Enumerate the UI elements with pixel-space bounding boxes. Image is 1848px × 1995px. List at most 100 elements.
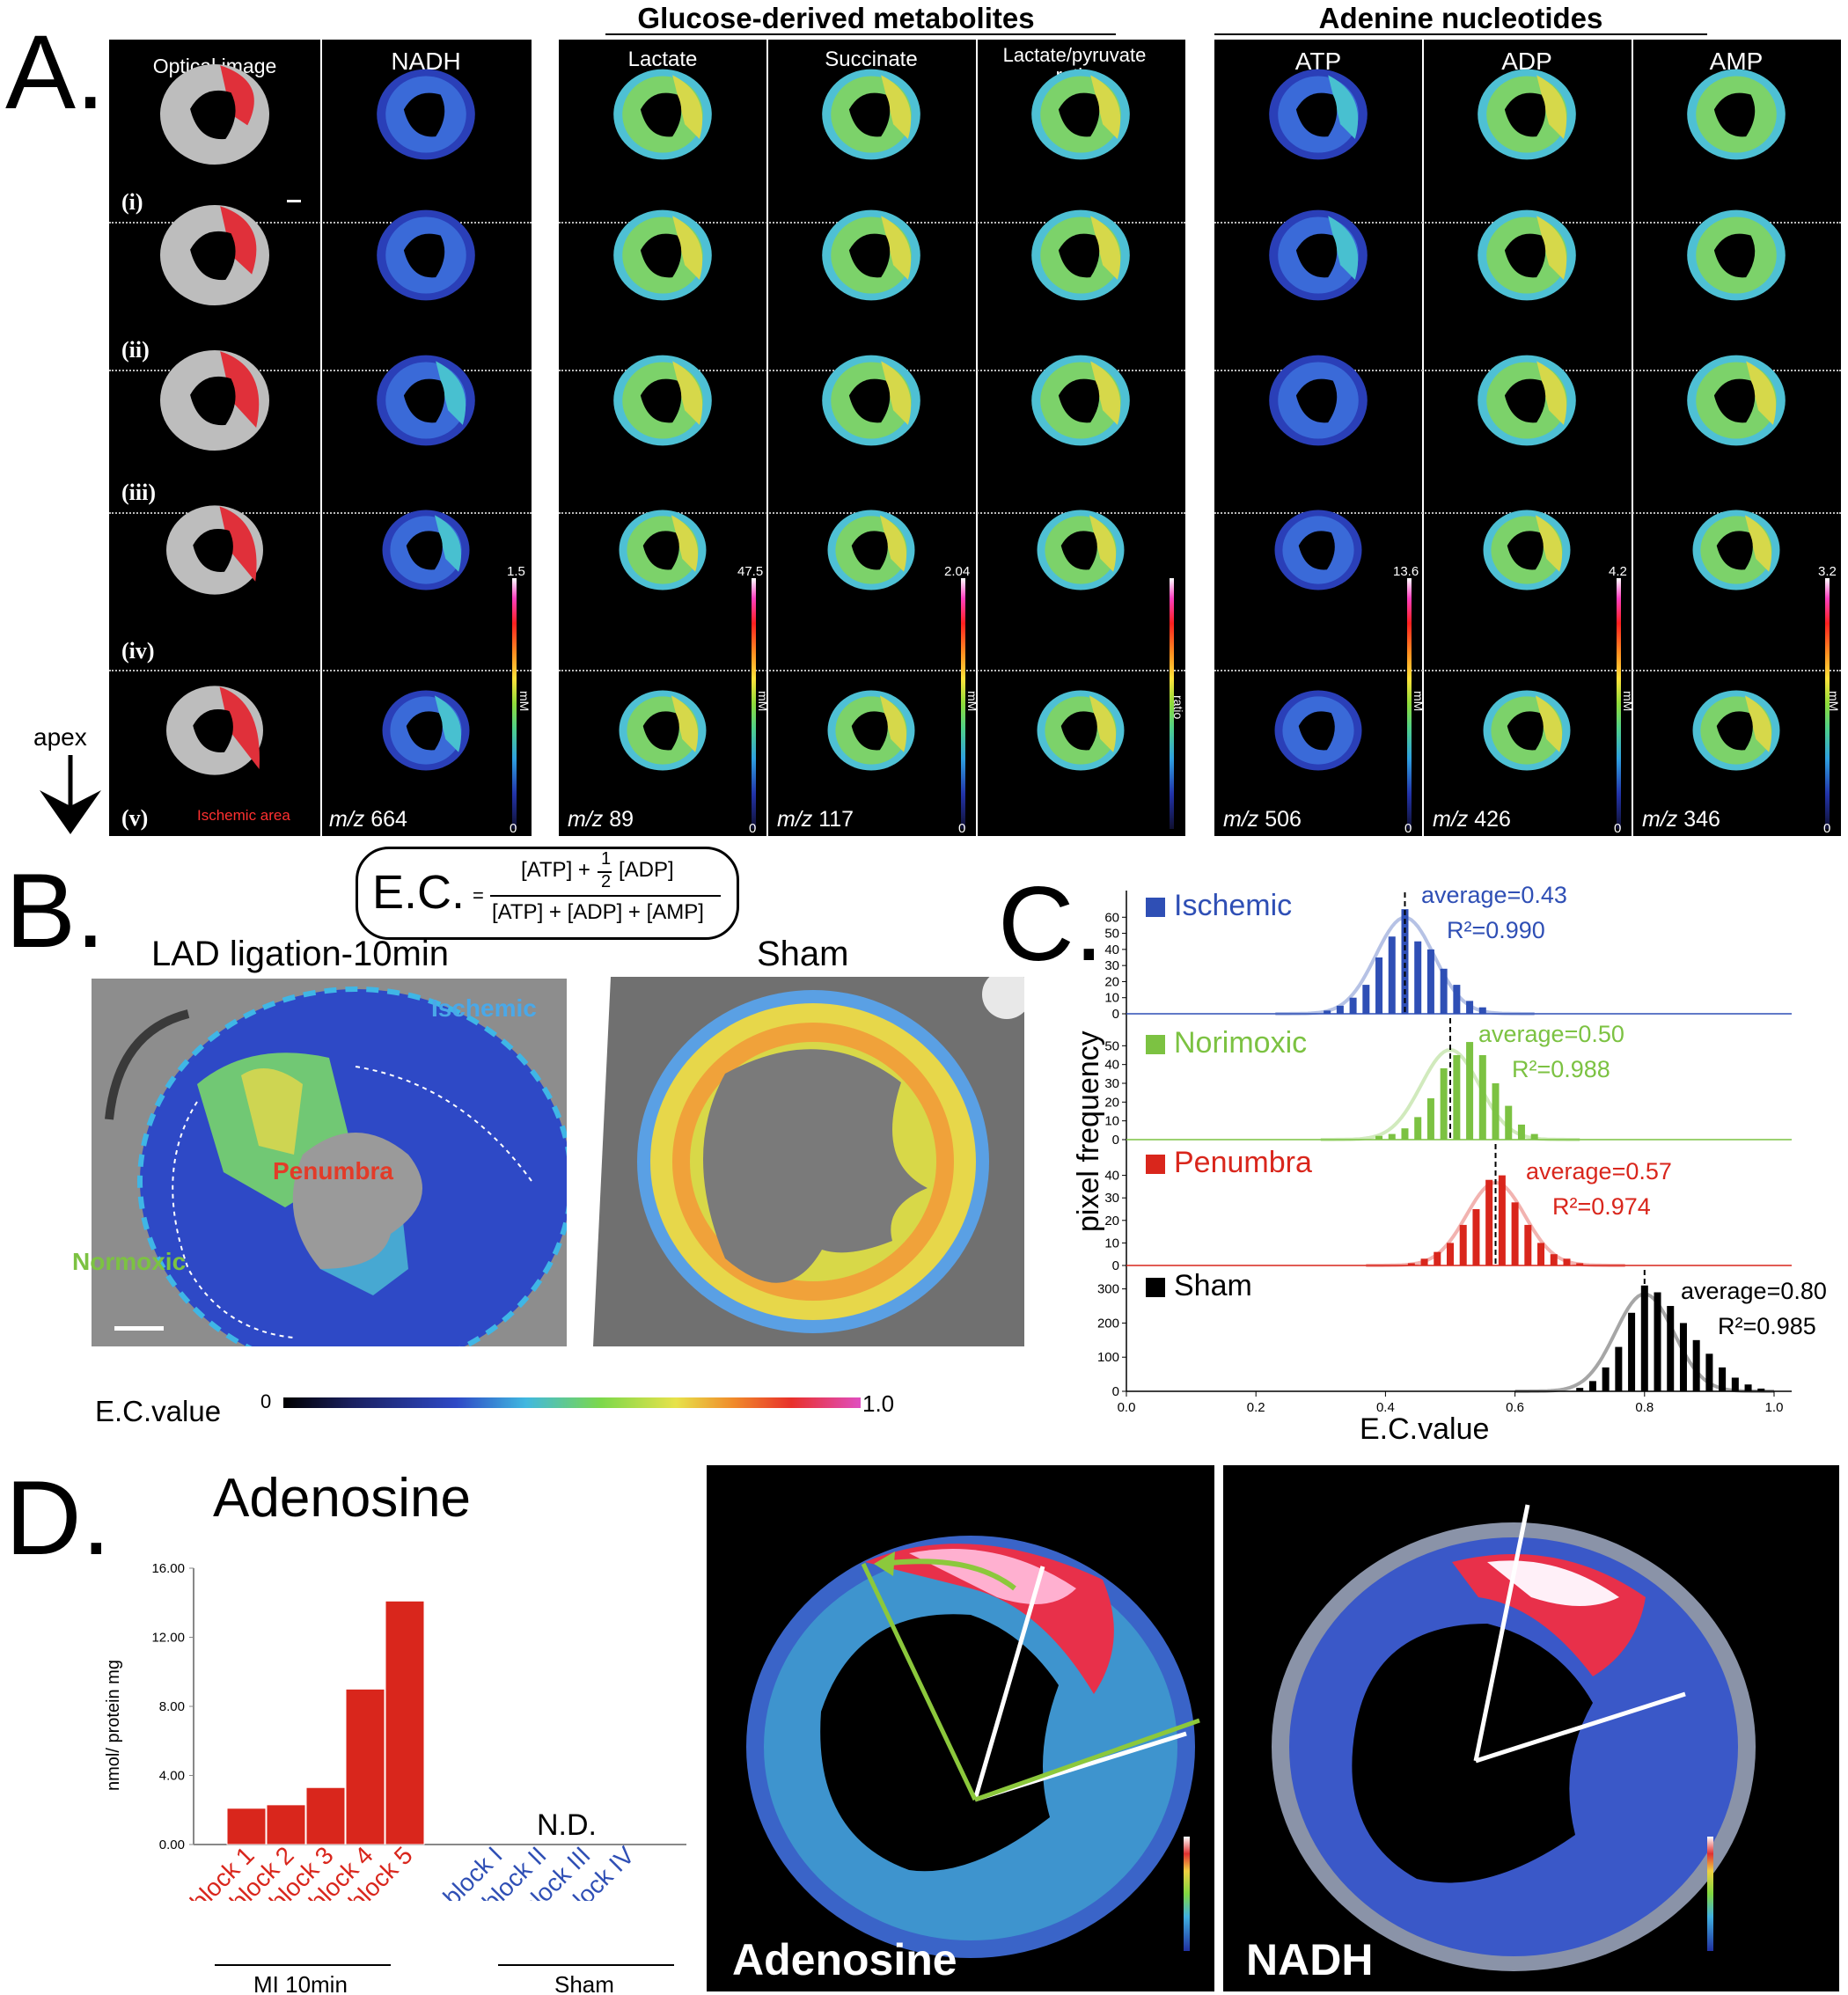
tissue-slice: [1692, 690, 1780, 771]
fit-curve: [1514, 1292, 1774, 1393]
tissue-slice: [619, 690, 707, 771]
y-tick-label: 16.00: [151, 1561, 185, 1576]
lad-ec-image: [92, 979, 567, 1346]
scale-unit-atp: mM: [1412, 691, 1426, 712]
ec-formula: E.C. = [ATP] + 1 2 [ADP] [ATP] + [ADP] +…: [356, 847, 739, 940]
tissue-slice: [1692, 510, 1780, 590]
scale-unit-succinate: mM: [965, 691, 979, 712]
tissue-slice: [822, 355, 920, 446]
scale-unit-ratio: ratio: [1171, 695, 1185, 720]
norimoxic-average: average=0.50: [1478, 1021, 1624, 1047]
colorbar-nadh: [512, 578, 517, 829]
scale-unit-lactate: mM: [756, 691, 770, 712]
ec-colorbar-max: 1.0: [862, 1390, 895, 1417]
hist-bar: [1705, 1353, 1713, 1391]
tissue-slice: [1687, 69, 1786, 160]
tissue-slice: [619, 510, 707, 590]
legend-ischemic: Ischemic: [1146, 889, 1292, 923]
hist-bar: [1414, 1117, 1422, 1140]
group-rule-adenine: [1214, 33, 1707, 35]
mz-label-nadh: m/z 664: [329, 807, 407, 832]
optical-slice: [160, 204, 269, 306]
col-sep: [1422, 40, 1424, 836]
mz-prefix: m/z: [1433, 807, 1469, 832]
col-title-lactate: Lactate: [627, 48, 698, 71]
colorbar-ratio: [1170, 578, 1174, 829]
hist-bar: [1414, 941, 1422, 1014]
adenosine-bar: [305, 1786, 346, 1845]
legend-text: Penumbra: [1174, 1146, 1312, 1179]
row-label-iii: (iii): [121, 480, 156, 505]
nadh-image: [1223, 1465, 1839, 1991]
ec-colorbar: [283, 1397, 861, 1408]
hist-bar: [1550, 1254, 1558, 1265]
formula-num-b: [ADP]: [619, 858, 674, 882]
region-ischemic-label: Ischemic: [431, 994, 537, 1022]
hist-bar: [1401, 1128, 1409, 1140]
x-tick-label: 0.6: [1506, 1400, 1524, 1415]
adenosine-bar: [345, 1688, 385, 1845]
right-image-title: Sham: [757, 935, 849, 973]
hist-bar: [1440, 1067, 1448, 1140]
optical-slice: [160, 349, 269, 451]
x-tick-label: 0.0: [1118, 1400, 1136, 1415]
tissue-slice: [1031, 209, 1130, 301]
adenosine-bar: [226, 1808, 267, 1845]
y-tick-label: 8.00: [159, 1699, 185, 1714]
hist-bar: [1362, 985, 1370, 1014]
x-tick-label: 0.2: [1247, 1400, 1265, 1415]
y-tick-label: 12.00: [151, 1631, 185, 1646]
colorbar-lactate: [752, 578, 756, 829]
norimoxic-r2: R²=0.988: [1512, 1056, 1610, 1082]
ec-colorbar-label: E.C.value: [95, 1395, 222, 1427]
y-tick-label: 30: [1104, 1076, 1119, 1091]
tissue-slice: [1687, 209, 1786, 301]
scale-unit-adp: mM: [1621, 691, 1635, 712]
col-title-succinate: Succinate: [825, 48, 918, 71]
ec-colorbar-min: 0: [260, 1390, 272, 1412]
y-tick-label: 10: [1104, 1236, 1119, 1251]
legend-swatch: [1146, 898, 1165, 917]
mz-label-adp: m/z 426: [1433, 807, 1511, 832]
hist-bar: [1602, 1367, 1610, 1391]
fit-curve: [1275, 915, 1535, 1016]
formula-half-d: 2: [601, 872, 612, 891]
tissue-slice: [613, 355, 712, 446]
y-tick-label: 0: [1112, 1007, 1119, 1022]
panel-a-letter: A.: [5, 13, 106, 131]
hist-bar: [1498, 1175, 1506, 1265]
adenosine-bar: [266, 1804, 306, 1845]
tissue-slice: [1037, 690, 1125, 771]
x-tick-label: 0.8: [1635, 1400, 1654, 1415]
hist-bar: [1466, 1042, 1474, 1140]
tissue-slice: [1478, 209, 1576, 301]
ec-histograms: 0102030405060010203040500102030400100200…: [1097, 891, 1792, 1415]
hist-bar: [1472, 1209, 1480, 1265]
hist-bar: [1426, 1098, 1434, 1140]
hist-bar: [1401, 909, 1409, 1014]
y-tick-label: 20: [1104, 1095, 1119, 1110]
row-sep: [109, 512, 532, 514]
sham-average: average=0.80: [1681, 1278, 1827, 1304]
sham-ec-image: [593, 977, 1024, 1346]
tissue-slice: [822, 69, 920, 160]
group-title-adenine: Adenine nucleotides: [1318, 2, 1603, 34]
mz-value: 346: [1683, 807, 1720, 832]
tissue-slice: [1269, 209, 1368, 301]
legend-swatch: [1146, 1035, 1165, 1054]
row-label-iv: (iv): [121, 638, 155, 664]
y-tick-label: 30: [1104, 1191, 1119, 1206]
scale-min-lactate: 0: [749, 821, 757, 836]
mz-prefix: m/z: [329, 807, 365, 832]
hist-bar: [1524, 1224, 1532, 1265]
region-normoxic-label: Normoxic: [72, 1248, 187, 1275]
penumbra-average: average=0.57: [1526, 1158, 1672, 1185]
tissue-slice: [1478, 355, 1576, 446]
legend-swatch: [1146, 1155, 1165, 1174]
hist-bar: [1485, 1179, 1493, 1265]
scale-min-amp: 0: [1823, 821, 1831, 836]
panel-c-letter: C.: [998, 865, 1104, 983]
mz-prefix: m/z: [777, 807, 813, 832]
col-sep: [1632, 40, 1633, 836]
